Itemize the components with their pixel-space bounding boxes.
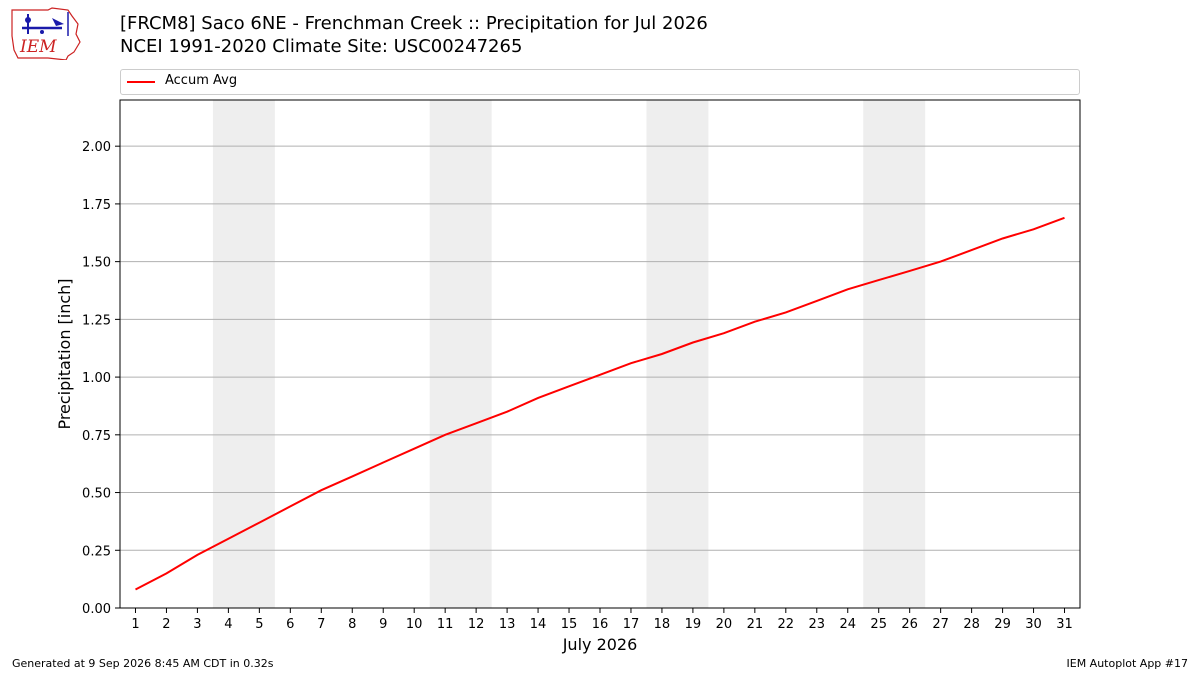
- title-line-1: [FRCM8] Saco 6NE - Frenchman Creek :: Pr…: [120, 13, 708, 34]
- y-tick-label: 0.75: [82, 429, 111, 444]
- weekend-band: [863, 100, 926, 608]
- x-tick-label: 1: [131, 617, 139, 632]
- weekend-band: [212, 100, 275, 608]
- x-tick-label: 3: [193, 617, 201, 632]
- x-tick-label: 31: [1056, 617, 1073, 632]
- weekend-band: [429, 100, 492, 608]
- x-tick-label: 11: [437, 617, 454, 632]
- x-tick-label: 12: [468, 617, 485, 632]
- generated-timestamp: Generated at 9 Sep 2026 8:45 AM CDT in 0…: [12, 657, 274, 670]
- y-tick-label: 1.00: [82, 371, 111, 386]
- x-tick-label: 29: [994, 617, 1011, 632]
- x-tick-label: 9: [379, 617, 387, 632]
- legend: Accum Avg: [120, 69, 1080, 95]
- y-tick-label: 1.25: [82, 313, 111, 328]
- iem-logo: IEM: [11, 7, 81, 60]
- logo-text: IEM: [19, 37, 57, 57]
- x-tick-label: 27: [932, 617, 949, 632]
- chart-title: [FRCM8] Saco 6NE - Frenchman Creek :: Pr…: [120, 12, 708, 58]
- series-line-accum-avg: [135, 216, 1065, 591]
- x-tick-label: 26: [901, 617, 918, 632]
- legend-swatch: [127, 81, 155, 83]
- y-tick-label: 2.00: [82, 140, 111, 155]
- x-tick-label: 28: [963, 617, 980, 632]
- x-tick-label: 19: [685, 617, 702, 632]
- x-axis-label: July 2026: [562, 635, 638, 654]
- x-tick-label: 24: [839, 617, 856, 632]
- y-tick-label: 1.50: [82, 256, 111, 271]
- y-tick-label: 0.00: [82, 602, 111, 617]
- app-credit: IEM Autoplot App #17: [1066, 657, 1189, 670]
- x-tick-label: 23: [809, 617, 826, 632]
- x-tick-label: 22: [778, 617, 795, 632]
- x-tick-label: 6: [286, 617, 294, 632]
- y-tick-label: 0.25: [82, 544, 111, 559]
- x-tick-label: 2: [162, 617, 170, 632]
- y-tick-label: 0.50: [82, 487, 111, 502]
- x-tick-label: 10: [406, 617, 423, 632]
- x-tick-label: 7: [317, 617, 325, 632]
- y-axis-label: Precipitation [inch]: [55, 278, 74, 429]
- legend-label: Accum Avg: [165, 73, 238, 88]
- x-tick-label: 5: [255, 617, 263, 632]
- title-line-2: NCEI 1991-2020 Climate Site: USC00247265: [120, 36, 523, 57]
- x-tick-label: 21: [747, 617, 764, 632]
- x-tick-label: 13: [499, 617, 516, 632]
- y-tick-label: 1.75: [82, 198, 111, 213]
- x-tick-label: 15: [561, 617, 578, 632]
- x-tick-label: 20: [716, 617, 733, 632]
- x-tick-label: 30: [1025, 617, 1042, 632]
- x-tick-label: 4: [224, 617, 232, 632]
- x-tick-label: 17: [623, 617, 640, 632]
- x-tick-label: 16: [592, 617, 609, 632]
- x-tick-label: 18: [654, 617, 671, 632]
- x-tick-label: 8: [348, 617, 356, 632]
- x-tick-label: 14: [530, 617, 547, 632]
- weekend-band: [646, 100, 709, 608]
- x-tick-label: 25: [870, 617, 887, 632]
